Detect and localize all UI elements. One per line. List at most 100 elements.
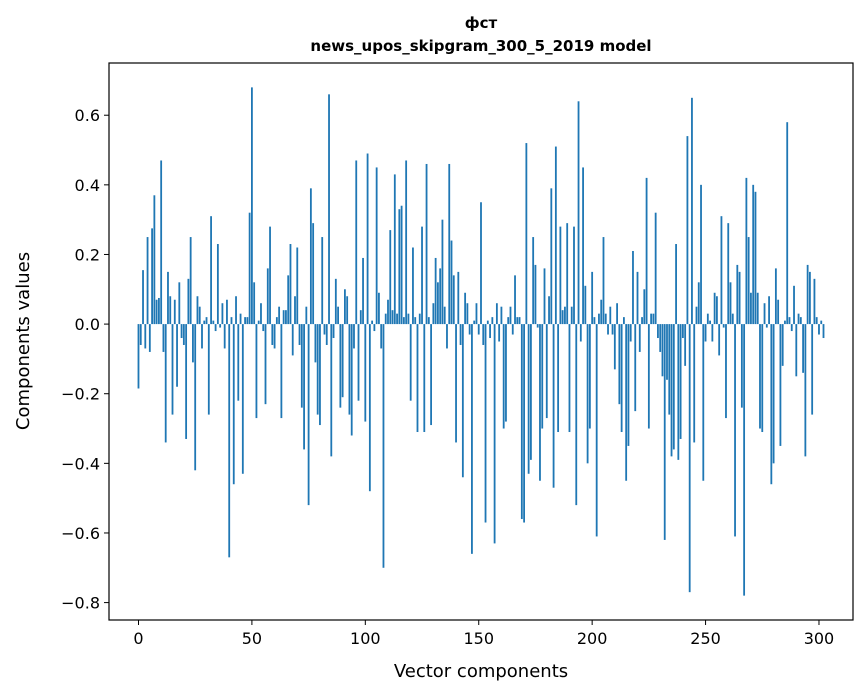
bar — [393, 174, 396, 325]
bar — [194, 324, 197, 471]
bar — [645, 177, 648, 325]
bar — [312, 223, 315, 325]
bar — [378, 292, 380, 325]
bar — [616, 303, 618, 325]
x-tick-label: 50 — [242, 629, 262, 648]
bar — [407, 313, 410, 325]
bar — [793, 285, 795, 325]
bar — [285, 310, 287, 325]
bar — [362, 257, 364, 325]
chart-subtitle: news_upos_skipgram_300_5_2019 model — [310, 37, 651, 55]
bar — [734, 324, 736, 537]
bar — [550, 188, 553, 325]
bar — [205, 317, 208, 325]
bar — [176, 324, 178, 387]
bar — [382, 324, 385, 568]
bar — [634, 324, 637, 412]
bar — [484, 324, 487, 523]
bar — [784, 320, 786, 325]
y-axis: −0.8 −0.6 −0.4 −0.2 0.0 0.2 0.4 0.6 — [61, 106, 109, 613]
bar — [604, 313, 607, 325]
bar — [307, 324, 310, 506]
bar — [219, 324, 222, 328]
bar — [162, 324, 165, 352]
bar — [582, 167, 584, 325]
bar — [688, 324, 691, 593]
bar — [489, 324, 491, 339]
y-tick-label: 0.2 — [75, 245, 100, 264]
bar — [232, 324, 235, 485]
bar — [330, 324, 333, 457]
bar — [770, 324, 773, 485]
bar — [700, 184, 702, 325]
bar — [754, 191, 757, 325]
y-tick-label: −0.6 — [61, 524, 100, 543]
bar — [452, 275, 455, 325]
bar — [647, 324, 650, 429]
bar — [643, 289, 646, 325]
bar — [591, 271, 594, 325]
bar — [568, 324, 571, 433]
bar — [210, 216, 212, 325]
bar — [815, 317, 818, 325]
bar — [459, 324, 462, 345]
bar — [366, 153, 369, 325]
bar — [237, 324, 240, 401]
bar — [375, 167, 378, 325]
bar — [652, 313, 655, 325]
bar — [280, 324, 283, 419]
bar — [525, 143, 528, 325]
bar — [523, 324, 525, 523]
bar — [618, 324, 621, 405]
bar — [768, 296, 770, 325]
bar — [561, 310, 564, 325]
bar — [446, 324, 448, 349]
bar — [566, 223, 569, 325]
bar — [722, 324, 725, 328]
bar — [752, 184, 755, 325]
plot-frame — [108, 62, 854, 621]
bar — [743, 324, 746, 596]
bar — [736, 264, 739, 325]
bar — [797, 313, 800, 325]
y-tick-label: 0.0 — [75, 315, 100, 334]
bar — [670, 324, 673, 457]
bar — [500, 306, 503, 325]
bar — [251, 87, 253, 325]
bar — [534, 264, 537, 325]
bar — [416, 324, 419, 433]
bar — [593, 317, 596, 325]
bar — [239, 313, 242, 325]
bar — [564, 306, 566, 325]
bar — [514, 275, 516, 325]
bar — [305, 306, 308, 325]
bar — [291, 324, 294, 356]
bar — [620, 324, 623, 433]
bar — [264, 324, 267, 405]
bar — [584, 285, 587, 325]
bar — [244, 317, 246, 325]
bar — [230, 317, 233, 325]
x-tick-label: 300 — [804, 629, 835, 648]
bar — [607, 324, 609, 335]
bar — [654, 212, 657, 325]
bar — [731, 313, 734, 325]
bar — [423, 324, 426, 433]
bar — [212, 320, 215, 325]
bar — [389, 230, 392, 325]
bar — [684, 324, 687, 366]
bar — [405, 160, 408, 325]
bar — [178, 282, 181, 325]
bar — [148, 324, 151, 352]
bar — [359, 310, 362, 325]
bar — [686, 136, 689, 325]
bar — [316, 324, 319, 415]
bar — [448, 163, 451, 325]
bar — [790, 324, 793, 332]
bar — [214, 324, 217, 332]
bar — [709, 320, 711, 325]
bar — [809, 271, 811, 325]
bar — [779, 324, 782, 446]
bar — [795, 324, 798, 377]
